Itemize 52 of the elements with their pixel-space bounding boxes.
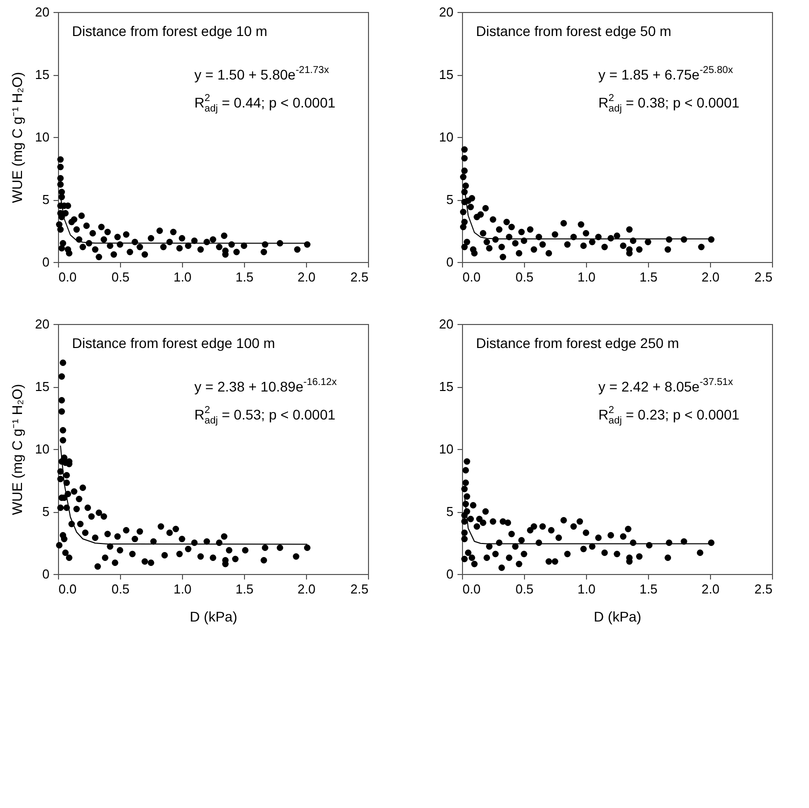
y-tick-label: 5 xyxy=(42,504,50,519)
text: Distance from forest edge 250 m xyxy=(476,335,680,351)
x-tick-label: 0.0 xyxy=(58,270,77,284)
y-tick-label: 0 xyxy=(42,566,50,582)
y-tick-label: 10 xyxy=(35,442,50,456)
y-tick-label: 15 xyxy=(35,67,50,82)
x-tick-label: 0.5 xyxy=(515,582,534,596)
x-tick-label: 2.5 xyxy=(350,270,368,284)
x-tick-label: 1.0 xyxy=(173,270,192,284)
x-tick-label: 1.5 xyxy=(639,582,658,596)
y-tick-label: 5 xyxy=(446,504,454,519)
x-tick-label: 2.5 xyxy=(350,582,368,596)
x-tick-label: 2.0 xyxy=(701,270,720,284)
x-axis-title: D (kPa) xyxy=(190,608,238,624)
text: Distance from forest edge 100 m xyxy=(72,335,276,351)
x-tick-label: 1.5 xyxy=(639,270,658,284)
y-tick-label: 10 xyxy=(439,130,454,144)
y-tick-label: 10 xyxy=(439,442,454,456)
x-tick-label: 1.0 xyxy=(577,270,596,284)
x-tick-label: 2.0 xyxy=(297,582,316,596)
x-tick-label: 0.0 xyxy=(462,270,481,284)
x-tick-label: 1.5 xyxy=(235,270,254,284)
y-tick-label: 20 xyxy=(35,4,50,20)
y-tick-label: 15 xyxy=(35,379,50,394)
y-tick-label: 15 xyxy=(439,67,454,82)
x-tick-label: 0.5 xyxy=(111,270,130,284)
x-axis-title: D (kPa) xyxy=(594,608,642,624)
text: Distance from forest edge 50 m xyxy=(476,23,672,39)
x-tick-label: 0.5 xyxy=(515,270,534,284)
x-tick-label: 1.0 xyxy=(577,582,596,596)
x-tick-label: 2.0 xyxy=(701,582,720,596)
x-tick-label: 2.5 xyxy=(754,582,772,596)
x-tick-label: 0.0 xyxy=(58,582,77,596)
x-tick-label: 0.5 xyxy=(111,582,130,596)
y-axis-title: WUE (mg C g⁻¹ H₂O) xyxy=(9,72,26,203)
x-tick-label: 0.0 xyxy=(462,582,481,596)
y-tick-label: 0 xyxy=(42,254,50,270)
y-tick-label: 0 xyxy=(446,254,454,270)
text: Distance from forest edge 10 m xyxy=(72,23,268,39)
y-tick-label: 20 xyxy=(439,316,454,332)
y-tick-label: 10 xyxy=(35,130,50,144)
y-axis-title: WUE (mg C g⁻¹ H₂O) xyxy=(9,384,26,515)
x-tick-label: 1.0 xyxy=(173,582,192,596)
y-tick-label: 15 xyxy=(439,379,454,394)
x-tick-label: 2.0 xyxy=(297,270,316,284)
x-tick-label: 2.5 xyxy=(754,270,772,284)
y-tick-label: 5 xyxy=(42,192,50,207)
x-tick-label: 1.5 xyxy=(235,582,254,596)
y-tick-label: 5 xyxy=(446,192,454,207)
y-tick-label: 20 xyxy=(35,316,50,332)
y-tick-label: 20 xyxy=(439,4,454,20)
y-tick-label: 0 xyxy=(446,566,454,582)
